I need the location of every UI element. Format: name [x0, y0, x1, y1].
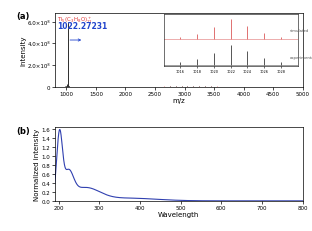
Text: (a): (a) [16, 12, 30, 21]
Y-axis label: Normalized intensity: Normalized intensity [34, 128, 40, 200]
Text: 1022.27231: 1022.27231 [57, 22, 107, 31]
Text: Ti$_5$(C$_3$H$_8$O)$^+_{12}$: Ti$_5$(C$_3$H$_8$O)$^+_{12}$ [57, 16, 93, 26]
Y-axis label: Intensity: Intensity [20, 35, 27, 66]
X-axis label: Wavelength: Wavelength [158, 211, 199, 217]
X-axis label: m/z: m/z [172, 98, 185, 104]
Text: (b): (b) [16, 126, 30, 135]
